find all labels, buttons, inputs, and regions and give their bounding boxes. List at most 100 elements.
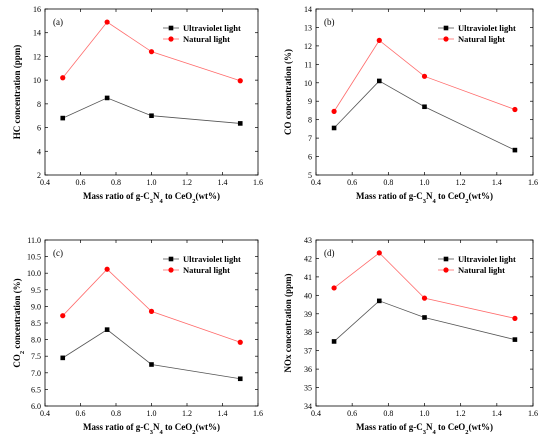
y-tick-label: 5 — [308, 171, 312, 180]
y-tick-label: 10.0 — [27, 269, 41, 278]
legend-label: Ultraviolet light — [458, 254, 516, 264]
x-tick-label: 0.8 — [383, 178, 393, 187]
label-part: N — [426, 191, 433, 201]
series-line-0 — [62, 329, 241, 380]
label-part: CO — [12, 354, 22, 368]
label-part: N — [153, 191, 160, 201]
chart-panel-a: 0.4 0.6 0.8 1.0 1.2 1.4 1.6 2 4 6 8 10 12 14 16 Mass ra… — [12, 5, 263, 205]
data-point-square — [149, 113, 154, 119]
x-tick-label: 1.4 — [218, 178, 228, 187]
label-subscript: 4 — [160, 429, 164, 436]
label-part: (wt%) — [196, 191, 221, 201]
data-point-circle — [331, 285, 337, 291]
data-point-circle — [104, 266, 110, 272]
x-tick-label: 0.6 — [347, 409, 357, 418]
data-point-circle — [148, 49, 155, 55]
legend-label: Natural light — [183, 265, 230, 275]
y-tick-label: 40 — [304, 291, 312, 300]
label-part: Mass ratio of g-C — [83, 191, 150, 201]
label-part: to CeO — [436, 422, 466, 432]
y-tick-label: 38 — [304, 328, 312, 337]
series-line-0 — [333, 300, 516, 342]
y-axis-label: CO concentration (%) — [283, 49, 293, 135]
legend-label: Natural light — [458, 34, 505, 44]
x-tick-label: 0.4 — [311, 178, 321, 187]
x-tick-label: 1.6 — [528, 178, 538, 187]
legend-label: Natural light — [183, 34, 230, 44]
y-tick-label: 14 — [33, 29, 41, 38]
data-point-circle — [148, 308, 155, 314]
legend-marker-square — [168, 256, 174, 262]
x-tick-label: 0.8 — [111, 178, 121, 187]
y-tick-label: 10 — [33, 76, 41, 85]
y-tick-label: 42 — [304, 254, 312, 263]
data-point-circle — [60, 75, 66, 81]
data-point-square — [60, 355, 66, 361]
panel-label: (c) — [53, 248, 63, 258]
legend-marker-circle — [168, 267, 174, 273]
data-point-circle — [331, 108, 337, 114]
x-tick-label: 1.0 — [147, 178, 157, 187]
x-tick-label: 0.8 — [111, 409, 121, 418]
series-line-0 — [62, 97, 241, 124]
legend-marker-square — [168, 25, 174, 31]
data-point-square — [149, 362, 154, 367]
x-tick-label: 0.4 — [40, 409, 50, 418]
x-tick-label: 1.2 — [456, 409, 466, 418]
y-tick-label: 9.5 — [31, 286, 41, 295]
x-tick-label: 1.2 — [182, 178, 192, 187]
label-part: HC concentration (ppm) — [12, 45, 22, 140]
label-part: CO concentration (%) — [283, 49, 293, 135]
y-tick-label: 43 — [304, 236, 312, 245]
chart-panel-d: 0.4 0.6 0.8 1.0 1.2 1.4 1.63435363738394041424… — [283, 236, 538, 436]
series-line-1 — [62, 21, 241, 82]
data-point-circle — [237, 78, 243, 84]
label-part: to CeO — [163, 191, 193, 201]
y-tick-label: 9.0 — [31, 302, 41, 311]
y-tick-label: 8 — [308, 116, 312, 125]
label-part: to CeO — [163, 422, 193, 432]
y-tick-label: 37 — [304, 347, 312, 356]
y-tick-label: 12 — [304, 42, 312, 51]
y-tick-label: 10.5 — [27, 253, 41, 262]
label-subscript: 2 — [192, 198, 195, 205]
y-tick-label: 6 — [37, 124, 41, 133]
label-part: NOx concentration (ppm) — [283, 274, 293, 373]
y-tick-label: 6.0 — [31, 402, 41, 411]
label-subscript: 3 — [423, 198, 427, 205]
data-point-circle — [376, 250, 382, 256]
x-tick-label: 0.4 — [311, 409, 321, 418]
x-tick-label: 1.2 — [182, 409, 192, 418]
data-point-square — [104, 327, 110, 332]
panel-label: (b) — [324, 17, 335, 27]
data-point-square — [60, 115, 66, 121]
y-tick-label: 6 — [308, 153, 312, 162]
label-subscript: 2 — [19, 351, 26, 354]
series-line-1 — [333, 252, 516, 319]
y-tick-label: 41 — [304, 273, 312, 282]
legend-label: Ultraviolet light — [458, 23, 516, 33]
x-tick-label: 1.4 — [492, 409, 502, 418]
label-subscript: 2 — [465, 429, 468, 436]
y-tick-label: 8 — [37, 100, 41, 109]
data-point-circle — [421, 73, 428, 79]
legend-label: Ultraviolet light — [183, 23, 241, 33]
data-point-square — [422, 104, 427, 110]
label-subscript: 3 — [150, 429, 154, 436]
data-point-circle — [421, 295, 428, 301]
y-axis-label: HC concentration (ppm) — [12, 45, 22, 140]
x-tick-label: 1.6 — [253, 178, 263, 187]
data-point-square — [376, 298, 382, 304]
y-axis-label: CO2 concentration (%) — [12, 278, 26, 367]
y-tick-label: 35 — [304, 384, 312, 393]
data-point-square — [422, 315, 427, 320]
legend-marker-circle — [443, 36, 449, 42]
y-tick-label: 34 — [304, 402, 312, 411]
data-point-square — [512, 337, 518, 342]
panel-label: (d) — [324, 248, 335, 258]
x-tick-label: 1.6 — [528, 409, 538, 418]
y-tick-label: 39 — [304, 310, 312, 319]
x-axis-label: Mass ratio of g-C3N4 to CeO2(wt%) — [356, 422, 493, 436]
x-axis-label: Mass ratio of g-C3N4 to CeO2(wt%) — [83, 191, 220, 205]
